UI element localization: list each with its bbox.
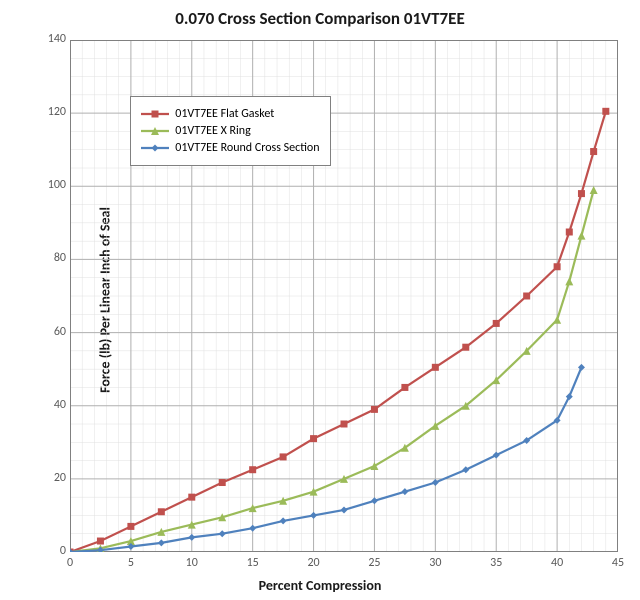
x-tick-label: 40	[547, 556, 567, 570]
y-tick-label: 140	[36, 32, 66, 46]
legend-label: 01VT7EE Flat Gasket	[175, 107, 274, 121]
y-tick-label: 100	[36, 178, 66, 192]
x-tick-label: 20	[304, 556, 324, 570]
x-tick-label: 15	[243, 556, 263, 570]
y-tick-label: 60	[36, 325, 66, 339]
x-axis-label: Percent Compression	[0, 577, 640, 594]
legend-swatch	[141, 124, 169, 138]
x-tick-label: 0	[60, 556, 80, 570]
y-tick-label: 120	[36, 105, 66, 119]
x-tick-label: 45	[608, 556, 628, 570]
legend-item: 01VT7EE Round Cross Section	[141, 141, 319, 155]
x-tick-label: 10	[182, 556, 202, 570]
chart-container: 0.070 Cross Section Comparison 01VT7EE F…	[0, 0, 640, 600]
legend-swatch	[141, 141, 169, 155]
y-tick-label: 20	[36, 471, 66, 485]
y-tick-label: 0	[36, 544, 66, 558]
y-tick-label: 40	[36, 398, 66, 412]
y-tick-label: 80	[36, 251, 66, 265]
legend-swatch	[141, 107, 169, 121]
x-tick-label: 30	[425, 556, 445, 570]
x-tick-label: 25	[364, 556, 384, 570]
chart-title: 0.070 Cross Section Comparison 01VT7EE	[0, 8, 640, 29]
legend: 01VT7EE Flat Gasket 01VT7EE X Ring 01VT7EE…	[130, 96, 330, 166]
legend-label: 01VT7EE X Ring	[175, 124, 251, 138]
x-tick-label: 35	[486, 556, 506, 570]
legend-label: 01VT7EE Round Cross Section	[175, 141, 319, 155]
series	[70, 108, 609, 552]
x-tick-label: 5	[121, 556, 141, 570]
legend-item: 01VT7EE X Ring	[141, 124, 319, 138]
series	[70, 364, 585, 552]
legend-item: 01VT7EE Flat Gasket	[141, 107, 319, 121]
